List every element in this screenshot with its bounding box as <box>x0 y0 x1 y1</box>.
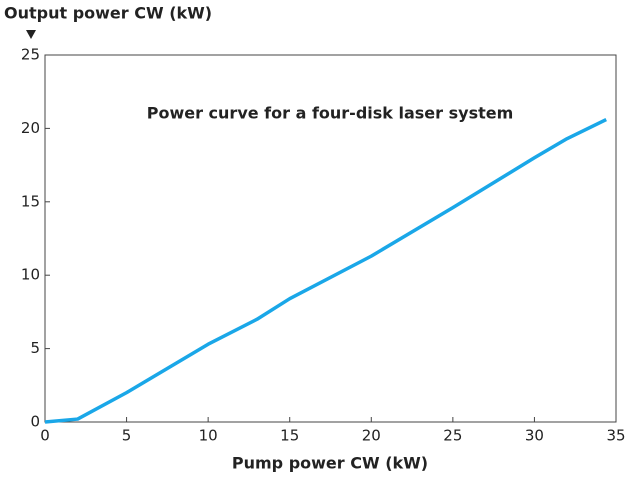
y-tick-label: 20 <box>21 119 40 137</box>
y-tick-label: 25 <box>21 46 40 64</box>
plot-frame <box>44 54 617 423</box>
axis-marker <box>26 30 36 39</box>
x-tick-label: 15 <box>280 427 299 445</box>
x-axis-label: Pump power CW (kW) <box>232 454 428 473</box>
x-tick-label: 5 <box>122 427 132 445</box>
y-axis-label: Output power CW (kW) <box>4 4 212 23</box>
x-tick-label: 25 <box>443 427 462 445</box>
x-tick-label: 0 <box>40 427 50 445</box>
x-tick-label: 20 <box>362 427 381 445</box>
chart-title: Power curve for a four-disk laser system <box>147 104 514 123</box>
x-tick-label: 30 <box>525 427 544 445</box>
y-tick-label: 5 <box>30 339 40 357</box>
y-tick-label: 0 <box>30 413 40 431</box>
x-tick-label: 35 <box>606 427 625 445</box>
y-tick-label: 15 <box>21 192 40 210</box>
y-tick-label: 10 <box>21 266 40 284</box>
data-line <box>44 118 607 424</box>
x-tick-label: 10 <box>199 427 218 445</box>
